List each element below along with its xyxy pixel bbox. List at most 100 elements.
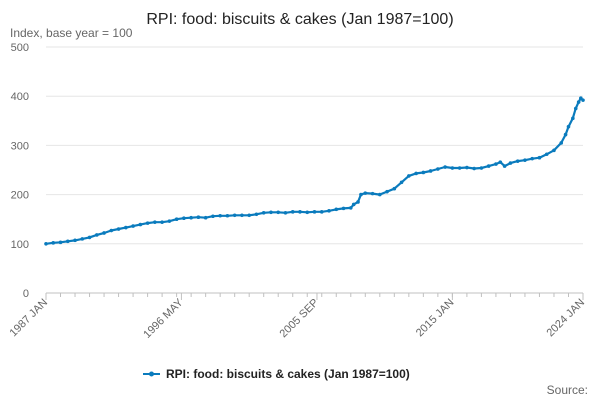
data-point[interactable] [414, 171, 418, 176]
data-point[interactable] [334, 207, 339, 212]
data-point[interactable] [240, 213, 244, 218]
data-point[interactable] [421, 170, 426, 175]
data-point[interactable] [576, 100, 581, 104]
x-tick-label: 2005 SEP [278, 297, 322, 341]
data-point[interactable] [351, 202, 356, 207]
data-point[interactable] [298, 210, 302, 214]
data-point[interactable] [494, 162, 498, 166]
data-point[interactable] [247, 213, 251, 218]
data-point[interactable] [319, 210, 324, 214]
legend[interactable]: RPI: food: biscuits & cakes (Jan 1987=10… [143, 367, 410, 381]
data-point[interactable] [261, 211, 266, 215]
data-point[interactable] [232, 213, 237, 218]
data-point[interactable] [378, 192, 382, 197]
data-point[interactable] [145, 221, 150, 225]
data-point[interactable] [124, 225, 128, 230]
data-point[interactable] [356, 200, 360, 204]
data-point[interactable] [65, 239, 70, 244]
data-point[interactable] [544, 152, 549, 157]
data-point[interactable] [290, 210, 295, 214]
data-point[interactable] [436, 167, 440, 171]
data-point[interactable] [399, 180, 404, 185]
y-tick-label: 500 [11, 42, 29, 54]
y-tick-label: 0 [23, 288, 29, 300]
data-point[interactable] [94, 233, 99, 237]
data-point[interactable] [363, 191, 368, 195]
data-point[interactable] [552, 148, 556, 153]
data-point[interactable] [174, 217, 179, 221]
data-point[interactable] [276, 210, 281, 215]
data-point[interactable] [537, 155, 542, 160]
data-point[interactable] [573, 106, 578, 111]
data-point[interactable] [131, 224, 135, 228]
data-point[interactable] [269, 210, 273, 215]
data-point[interactable] [392, 186, 397, 191]
data-point[interactable] [348, 206, 353, 210]
series-line[interactable] [45, 97, 584, 245]
data-point[interactable] [203, 215, 208, 220]
data-point[interactable] [73, 238, 77, 243]
y-tick-label: 200 [11, 190, 29, 202]
y-tick-label: 300 [11, 140, 29, 152]
data-point[interactable] [523, 158, 527, 162]
data-point[interactable] [44, 242, 48, 246]
data-point[interactable] [515, 159, 520, 163]
data-point[interactable] [359, 192, 363, 197]
data-point[interactable] [450, 166, 455, 170]
data-point[interactable] [581, 98, 585, 102]
data-point[interactable] [530, 156, 535, 161]
data-point[interactable] [479, 166, 484, 170]
data-point[interactable] [457, 166, 462, 170]
data-point[interactable] [189, 215, 193, 220]
data-point[interactable] [51, 241, 56, 245]
data-point[interactable] [472, 166, 476, 171]
data-point[interactable] [407, 174, 411, 178]
data-point[interactable] [502, 164, 507, 168]
data-point[interactable] [58, 240, 63, 245]
data-point[interactable] [486, 164, 491, 168]
data-point[interactable] [225, 213, 230, 218]
data-point[interactable] [465, 165, 469, 170]
data-point[interactable] [370, 191, 375, 196]
data-point[interactable] [327, 209, 331, 213]
data-point[interactable] [254, 212, 259, 217]
data-point[interactable] [428, 169, 433, 173]
data-point[interactable] [102, 231, 106, 235]
data-point[interactable] [312, 210, 317, 214]
chart-title: RPI: food: biscuits & cakes (Jan 1987=10… [146, 11, 453, 28]
source-label[interactable]: Source: [547, 383, 588, 397]
data-point[interactable] [196, 215, 201, 220]
data-point[interactable] [305, 210, 310, 215]
data-point[interactable] [563, 132, 568, 137]
data-point[interactable] [443, 165, 447, 169]
data-point[interactable] [211, 214, 215, 219]
data-point[interactable] [182, 216, 186, 221]
data-point[interactable] [559, 141, 564, 145]
data-point[interactable] [283, 211, 288, 215]
data-point[interactable] [566, 124, 571, 129]
data-point[interactable] [138, 222, 143, 227]
data-point[interactable] [571, 116, 575, 121]
y-tick-label: 400 [11, 91, 29, 103]
data-point[interactable] [109, 228, 114, 233]
data-point[interactable] [218, 213, 222, 218]
data-point[interactable] [167, 219, 172, 223]
y-axis-label: Index, base year = 100 [10, 26, 133, 40]
data-point[interactable] [160, 220, 164, 224]
data-point[interactable] [153, 220, 157, 224]
x-tick-label: 2024 JAN [544, 297, 587, 340]
data-point[interactable] [80, 237, 85, 241]
data-point[interactable] [341, 206, 346, 211]
x-tick-label: 1996 MAY [141, 296, 186, 341]
data-point[interactable] [498, 160, 503, 164]
legend-label: RPI: food: biscuits & cakes (Jan 1987=10… [166, 367, 410, 381]
x-tick-label: 1987 JAN [7, 297, 50, 340]
y-tick-label: 100 [11, 239, 29, 251]
legend-marker [149, 371, 154, 377]
data-point[interactable] [116, 227, 121, 231]
data-point[interactable] [87, 235, 92, 240]
data-point[interactable] [508, 161, 513, 165]
data-point[interactable] [385, 189, 389, 194]
axes: 0 100 200 300 400 500 1987 JAN 1996 MAY 2005 SEP… [7, 42, 587, 341]
